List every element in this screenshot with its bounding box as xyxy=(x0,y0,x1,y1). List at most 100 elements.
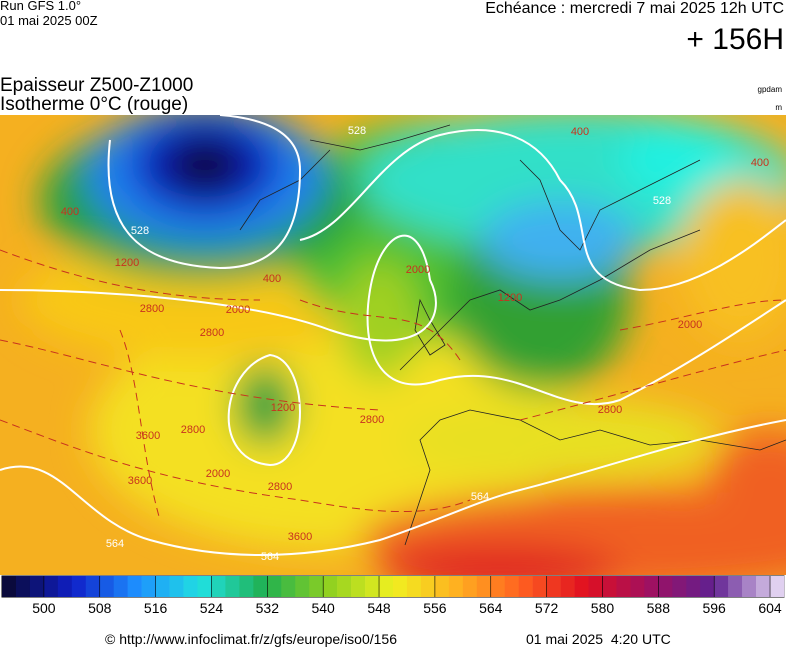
contour-label: 1200 xyxy=(498,292,522,304)
colorbar-tick-label: 596 xyxy=(702,600,726,616)
lead-time: + 156H xyxy=(686,23,784,56)
colorbar-swatch xyxy=(309,576,324,597)
title-line1: Epaisseur Z500-Z1000 xyxy=(0,75,193,96)
colorbar-swatch xyxy=(253,576,268,597)
colorbar-tick-label: 524 xyxy=(200,600,224,616)
contour-label: 400 xyxy=(571,126,589,138)
colorbar-swatch xyxy=(113,576,128,597)
colorbar-swatch xyxy=(574,576,589,597)
colorbar-swatch xyxy=(588,576,603,597)
contour-label: 2800 xyxy=(140,303,164,315)
colorbar-tick-label: 556 xyxy=(423,600,447,616)
contour-label: 2800 xyxy=(181,424,205,436)
colorbar-tick-label: 564 xyxy=(479,600,503,616)
colorbar-swatch xyxy=(57,576,73,597)
colorbar-swatch xyxy=(71,576,87,597)
valid-time: Echéance : mercredi 7 mai 2025 12h UTC xyxy=(485,0,784,17)
colorbar-swatch xyxy=(630,576,645,597)
colorbar-swatch xyxy=(518,576,533,597)
colorbar-swatch xyxy=(155,576,170,597)
colorbar-swatch xyxy=(365,576,380,597)
colorbar-swatch xyxy=(532,576,547,597)
colorbar-swatch xyxy=(756,576,771,597)
contour-label: 564 xyxy=(261,551,279,563)
colorbar-swatch xyxy=(127,576,142,597)
contour-label: 2800 xyxy=(200,327,224,339)
colorbar-swatch xyxy=(700,576,715,597)
contour-label: 2800 xyxy=(268,481,292,493)
colorbar-swatch xyxy=(2,576,17,597)
colorbar-swatch xyxy=(714,576,729,597)
contour-label: 3600 xyxy=(128,475,152,487)
colorbar-swatch xyxy=(85,576,101,597)
colorbar-tick-label: 532 xyxy=(256,600,280,616)
colorbar-swatch xyxy=(99,576,115,597)
colorbar-swatch xyxy=(672,576,687,597)
colorbar-swatch xyxy=(448,576,464,597)
colorbar-tick-label: 588 xyxy=(647,600,671,616)
contour-label: 2000 xyxy=(406,264,430,276)
contour-label: 528 xyxy=(131,225,149,237)
colorbar-swatch xyxy=(393,576,408,597)
contour-label: 3600 xyxy=(136,430,160,442)
contour-label: 1200 xyxy=(271,402,295,414)
colorbar-swatch xyxy=(15,576,31,597)
colorbar-swatch xyxy=(29,576,45,597)
contour-label: 528 xyxy=(653,195,671,207)
colorbar-swatch xyxy=(267,576,282,597)
contour-label: 3600 xyxy=(288,531,312,543)
colorbar-swatch xyxy=(281,576,296,597)
colorbar-swatch xyxy=(351,576,366,597)
contour-label: 564 xyxy=(471,491,489,503)
unit-iso0: m xyxy=(775,103,782,112)
colorbar-swatch xyxy=(476,576,492,597)
footer-source: © http://www.infoclimat.fr/z/gfs/europe/… xyxy=(105,631,397,647)
colorbar-swatch xyxy=(379,576,394,597)
colorbar-swatch xyxy=(658,576,673,597)
contour-label: 2000 xyxy=(206,468,230,480)
colorbar-swatch xyxy=(183,576,198,597)
contour-label: 2800 xyxy=(360,414,384,426)
colorbar-swatch xyxy=(420,576,436,597)
title-line2: Isotherme 0°C (rouge) xyxy=(0,94,188,115)
contour-label: 400 xyxy=(263,273,281,285)
colorbar-swatch xyxy=(141,576,156,597)
colorbar-swatch xyxy=(211,576,226,597)
colorbar-swatch xyxy=(43,576,59,597)
contour-label: 2000 xyxy=(678,319,702,331)
colorbar-tick-label: 580 xyxy=(591,600,615,616)
colorbar-tick-label: 604 xyxy=(758,600,782,616)
contour-label: 2800 xyxy=(598,404,622,416)
colorbar-swatch xyxy=(742,576,757,597)
map-field xyxy=(0,115,786,575)
colorbar-tick-label: 516 xyxy=(144,600,168,616)
footer-date: 01 mai 2025 4:20 UTC xyxy=(526,631,671,647)
colorbar-tick-label: 500 xyxy=(32,600,56,616)
colorbar-swatch xyxy=(434,576,450,597)
colorbar-tick-label: 548 xyxy=(367,600,391,616)
contour-label: 400 xyxy=(751,157,769,169)
colorbar-swatch xyxy=(197,576,212,597)
colorbar-swatch xyxy=(337,576,352,597)
colorbar-swatch xyxy=(504,576,519,597)
colorbar-swatch xyxy=(602,576,617,597)
colorbar-swatch xyxy=(546,576,561,597)
colorbar-tick-label: 540 xyxy=(311,600,335,616)
colorbar-swatch xyxy=(728,576,743,597)
colorbar-swatch xyxy=(462,576,478,597)
contour-label: 400 xyxy=(61,206,79,218)
colorbar-swatch xyxy=(169,576,184,597)
contour-label: 2000 xyxy=(226,304,250,316)
colorbar-swatch xyxy=(323,576,338,597)
colorbar-swatch xyxy=(406,576,422,597)
contour-label: 564 xyxy=(106,538,124,550)
run-date: 01 mai 2025 00Z xyxy=(0,13,98,28)
colorbar-swatch xyxy=(490,576,506,597)
colorbar-swatch xyxy=(295,576,310,597)
run-label: Run GFS 1.0° xyxy=(0,0,81,13)
colorbar-swatch xyxy=(616,576,631,597)
colorbar-swatch xyxy=(560,576,575,597)
unit-thickness: gpdam xyxy=(758,85,783,94)
